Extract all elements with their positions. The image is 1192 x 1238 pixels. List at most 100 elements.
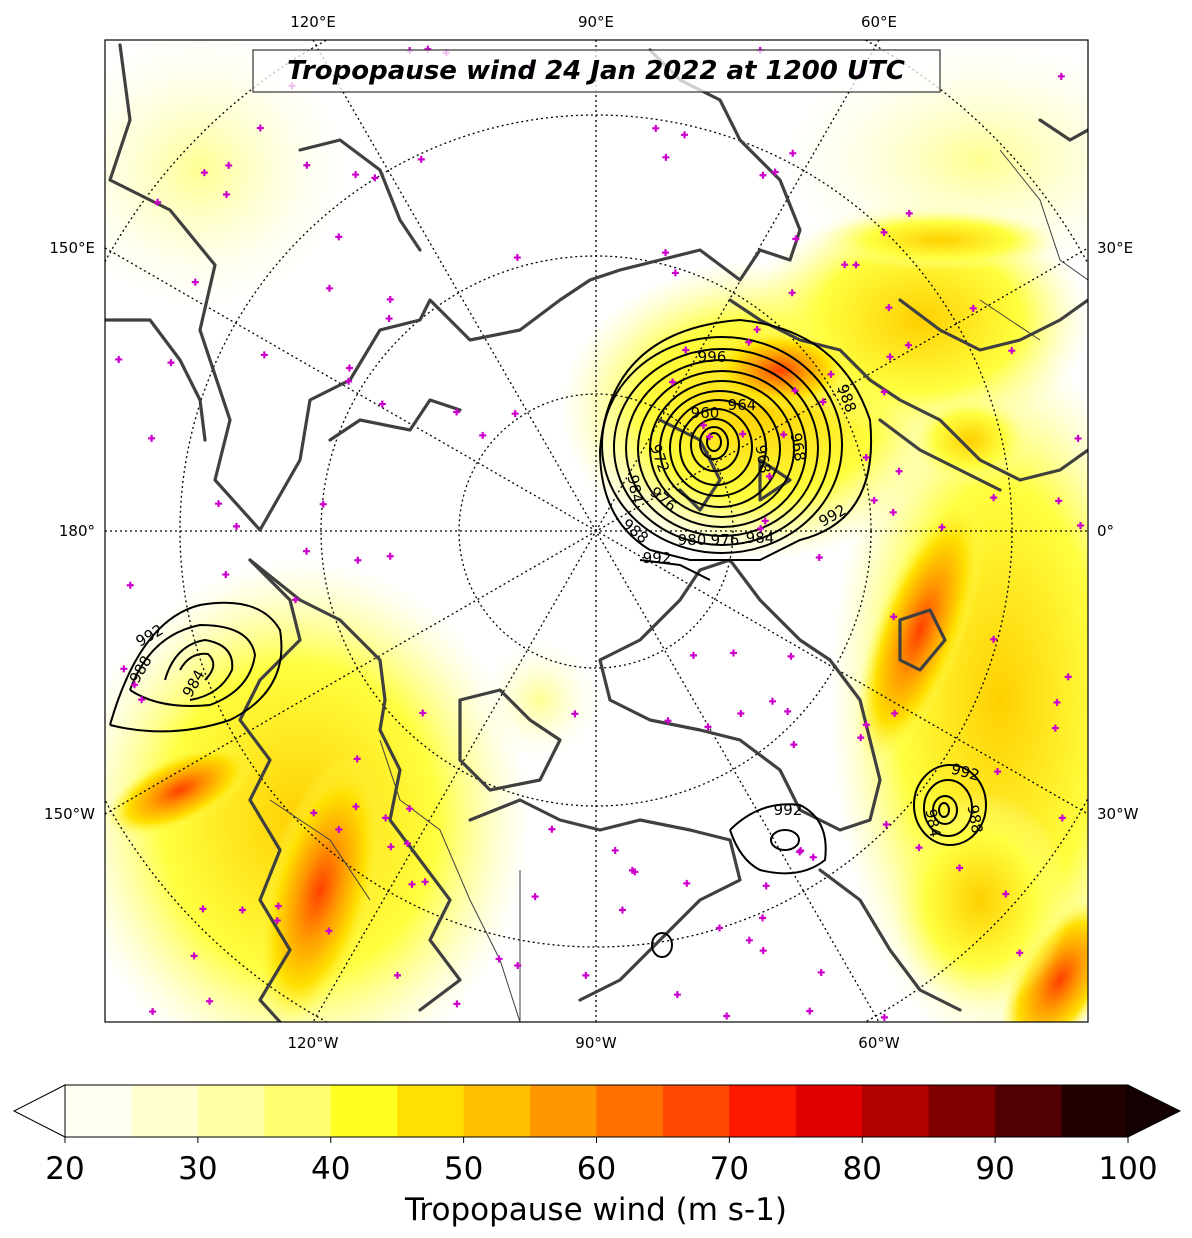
station-marker: [387, 843, 395, 851]
station-marker: [131, 681, 139, 689]
station-marker: [915, 844, 923, 852]
station-marker: [335, 233, 343, 241]
station-marker: [889, 508, 897, 516]
station-marker: [862, 454, 870, 462]
pacific-low-contours: [109, 601, 283, 733]
station-marker: [990, 635, 998, 643]
main-low-contours: [599, 318, 873, 581]
station-marker: [406, 805, 414, 813]
graticule: [105, 40, 1088, 1022]
station-marker: [1058, 814, 1066, 822]
colorbar-tick-label: 80: [843, 1151, 882, 1187]
station-marker: [765, 472, 773, 480]
colorbar-tick-label: 90: [975, 1151, 1014, 1187]
map-frame: [104, 39, 1089, 1023]
station-marker: [669, 378, 677, 386]
map-panel: 996 960 964 968 972 976 980 984 988 992 …: [104, 39, 1089, 1023]
station-marker: [780, 431, 788, 439]
station-marker: [682, 346, 690, 354]
station-marker: [386, 295, 394, 303]
station-marker: [841, 261, 849, 269]
contour-label: 960: [691, 404, 720, 422]
station-marker: [378, 400, 386, 408]
station-marker: [791, 387, 799, 395]
station-marker: [827, 370, 835, 378]
station-marker: [222, 571, 230, 579]
colorbar-segment: [1061, 1085, 1129, 1137]
station-marker: [990, 494, 998, 502]
station-marker: [817, 968, 825, 976]
contour-label: 984: [746, 529, 775, 547]
station-marker: [325, 927, 333, 935]
station-marker: [417, 155, 425, 163]
station-marker: [191, 278, 199, 286]
station-marker: [857, 734, 865, 742]
station-marker: [274, 902, 282, 910]
station-marker: [371, 174, 379, 182]
colorbar-segment: [729, 1085, 797, 1137]
coastlines: [105, 43, 1088, 1022]
station-marker: [784, 707, 792, 715]
station-marker: [292, 596, 300, 604]
station-marker: [880, 228, 888, 236]
station-marker: [303, 161, 311, 169]
station-marker: [938, 523, 946, 531]
lon-label-left: 150°W: [44, 805, 95, 823]
colorbar-tick-label: 70: [710, 1151, 749, 1187]
colorbar-tick-label: 50: [444, 1151, 483, 1187]
contour-label: 968: [752, 443, 775, 474]
station-marker: [206, 997, 214, 1005]
station-marker: [514, 961, 522, 969]
station-marker: [891, 709, 899, 717]
station-marker: [631, 868, 639, 876]
station-marker: [126, 581, 134, 589]
station-marker: [652, 124, 660, 132]
station-marker: [303, 547, 311, 555]
station-marker: [771, 168, 779, 176]
station-marker: [904, 341, 912, 349]
station-marker: [757, 525, 765, 533]
title-box: [252, 49, 941, 93]
station-marker: [789, 149, 797, 157]
station-marker: [386, 552, 394, 560]
contour-label: 992: [643, 549, 672, 567]
station-marker: [905, 209, 913, 217]
station-marker: [115, 355, 123, 363]
station-marker: [353, 755, 361, 763]
station-marker: [513, 254, 521, 262]
colorbar-ticks: 20 30 40 50 60 70 80 90 100: [45, 1137, 1158, 1187]
station-marker: [260, 351, 268, 359]
station-marker: [611, 846, 619, 854]
station-marker: [1077, 522, 1085, 530]
station-marker: [618, 906, 626, 914]
station-marker: [1074, 434, 1082, 442]
station-marker: [571, 710, 579, 718]
station-marker: [1016, 949, 1024, 957]
colorbar-segment: [264, 1085, 332, 1137]
contour-label: 968: [787, 431, 810, 462]
station-marker: [806, 1007, 814, 1015]
station-marker: [421, 878, 429, 886]
colorbar: 20 30 40 50 60 70 80 90 100 Tropopause wind (m s…: [12, 1084, 1182, 1228]
contour-label: 992: [774, 801, 803, 819]
station-marker: [852, 261, 860, 269]
station-marker: [664, 717, 672, 725]
station-marker: [382, 814, 390, 822]
station-marker: [737, 710, 745, 718]
contour-label: 984: [624, 473, 647, 504]
longitude-labels: 120°E 90°E 60°E 120°W 90°W 60°W 150°E 18…: [44, 13, 1139, 1052]
station-marker: [759, 914, 767, 922]
station-marker: [1051, 724, 1059, 732]
lon-label-top: 60°E: [861, 13, 897, 31]
colorbar-segment: [795, 1085, 863, 1137]
colorbar-min-extend: [12, 1084, 66, 1138]
lon-label-left: 150°E: [49, 239, 95, 257]
station-marker: [885, 304, 893, 312]
station-marker: [200, 169, 208, 177]
station-marker: [225, 161, 233, 169]
colorbar-tick-label: 20: [45, 1151, 84, 1187]
pressure-contours: [109, 318, 987, 958]
station-marker: [689, 651, 697, 659]
station-marker: [325, 284, 333, 292]
